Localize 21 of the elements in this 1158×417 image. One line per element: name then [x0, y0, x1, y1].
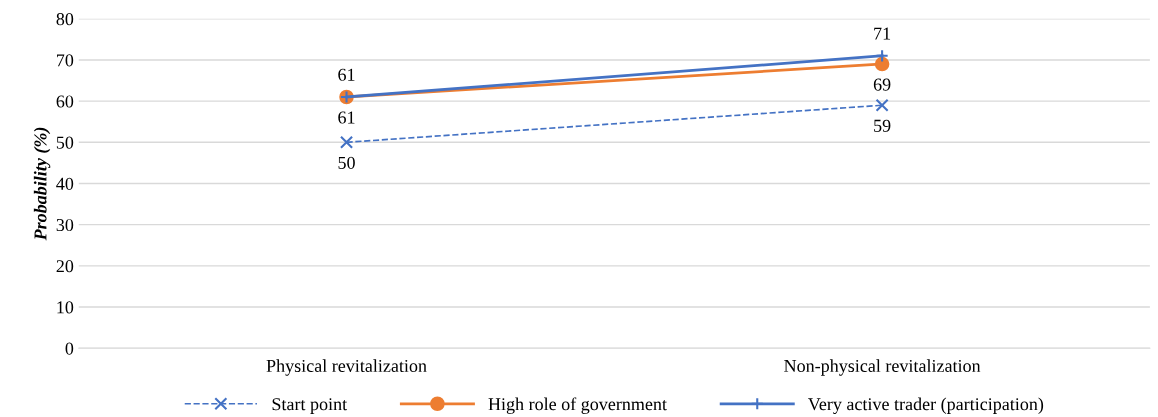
- y-tick-label: 60: [56, 95, 74, 108]
- data-label: 69: [873, 78, 891, 91]
- y-tick-label: 80: [56, 13, 74, 26]
- y-axis-title: Probability (%): [33, 127, 51, 241]
- x-tick-label: Physical revitalization: [266, 359, 427, 376]
- legend-label: Start point: [272, 398, 348, 414]
- y-tick-label: 70: [57, 54, 74, 67]
- y-tick-label: 20: [56, 260, 74, 273]
- y-tick-label: 0: [65, 342, 74, 355]
- y-tick-label: 40: [56, 177, 74, 190]
- data-label: 61: [338, 68, 355, 81]
- data-label: 59: [874, 119, 891, 132]
- data-label: 61: [338, 111, 355, 124]
- legend-label: High role of government: [488, 397, 667, 414]
- y-tick-label: 50: [56, 136, 74, 149]
- y-tick-label: 30: [56, 218, 74, 232]
- x-tick-label: Non-physical revitalization: [784, 359, 981, 376]
- legend-label: Very active trader (participation): [808, 397, 1044, 414]
- data-label: 71: [874, 27, 891, 40]
- y-tick-label: 10: [57, 301, 74, 314]
- data-label: 50: [338, 156, 355, 169]
